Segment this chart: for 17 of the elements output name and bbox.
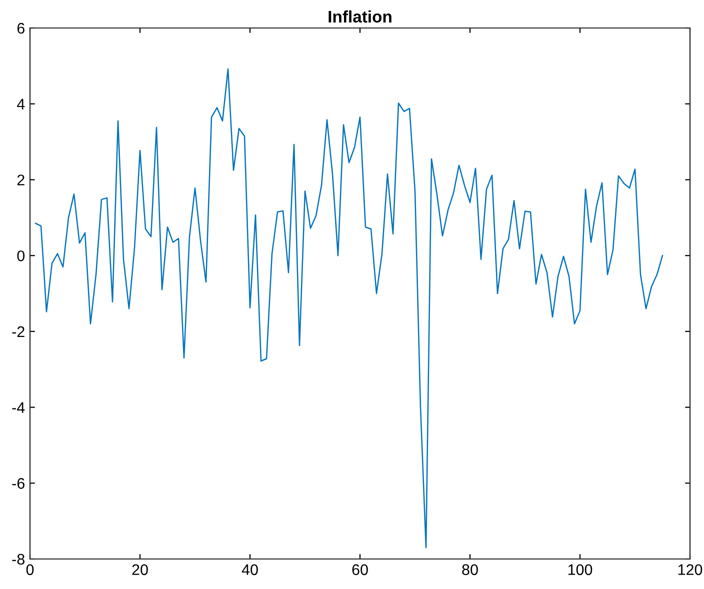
chart-title: Inflation <box>328 10 392 23</box>
line-series <box>34 68 664 548</box>
y-tick-label: 0 <box>17 250 25 262</box>
x-tick-label: 100 <box>568 564 592 576</box>
y-tick-label: -4 <box>12 402 25 413</box>
y-tick-label: -8 <box>12 554 24 565</box>
x-tick-label: 60 <box>352 564 368 576</box>
x-tick-label: 120 <box>678 564 702 576</box>
y-tick-label: 4 <box>16 98 25 110</box>
y-tick-label: 6 <box>17 22 24 34</box>
y-tick-label: 2 <box>17 174 24 186</box>
y-tick-label: -6 <box>12 478 24 489</box>
x-tick-label: 20 <box>132 564 148 576</box>
x-tick-label: 40 <box>242 564 258 576</box>
x-tick-label: 0 <box>26 564 34 576</box>
y-tick-label: -2 <box>12 326 24 337</box>
x-tick-label: 80 <box>462 564 478 576</box>
